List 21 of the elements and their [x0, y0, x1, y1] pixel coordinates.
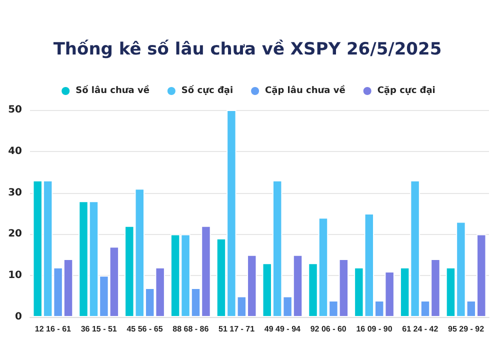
x-tick-label: 92 06 - 60: [310, 324, 347, 334]
y-tick-label: 20: [8, 228, 22, 240]
legend-label: Cặp cực đại: [377, 85, 436, 96]
x-tick-label: 36 15 - 51: [80, 324, 118, 334]
legend-label: Cặp lâu chưa về: [265, 85, 346, 96]
x-tick-label: 16 09 - 90: [356, 324, 393, 334]
legend-label: Số cực đại: [181, 85, 234, 96]
x-tick-label: 61 24 - 42: [402, 324, 439, 334]
chart-title: Thống kê số lâu chưa về XSPY 26/5/2025: [53, 40, 442, 60]
y-tick-label: 0: [15, 312, 22, 322]
legend-label: Số lâu chưa về: [76, 85, 150, 96]
x-tick-label: 45 56 - 65: [126, 324, 164, 334]
y-tick-label: 10: [8, 270, 22, 282]
x-tick-label: 12 16 - 61: [34, 324, 72, 334]
x-tick-label: 49 49 - 94: [264, 324, 302, 334]
y-tick-label: 40: [8, 146, 22, 157]
y-tick-label: 50: [8, 104, 22, 116]
x-tick-label: 95 29 - 92: [448, 324, 485, 334]
x-tick-label: 51 17 - 71: [218, 324, 256, 334]
x-tick-label: 88 68 - 86: [172, 324, 210, 334]
y-tick-label: 30: [8, 187, 22, 198]
